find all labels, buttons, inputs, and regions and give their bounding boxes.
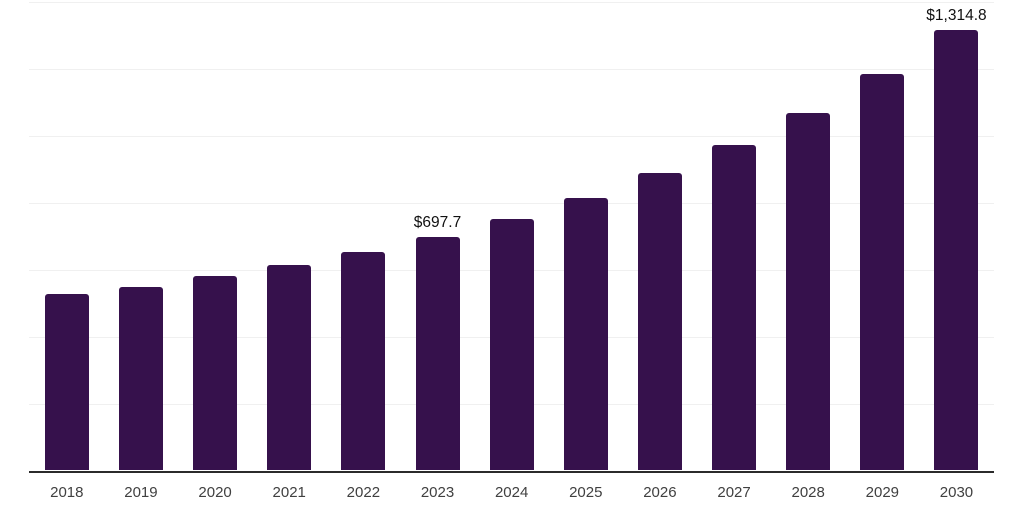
data-label: $697.7 (413, 213, 462, 231)
bar (860, 74, 905, 471)
x-axis-label: 2021 (272, 484, 306, 501)
gridline (29, 202, 994, 204)
x-axis-label: 2024 (494, 484, 529, 501)
bar (563, 198, 608, 471)
x-axis-label: 2029 (865, 484, 900, 501)
bar (934, 30, 979, 471)
x-axis-label: 2022 (346, 484, 381, 501)
x-axis-line (29, 470, 994, 473)
bar (712, 145, 757, 471)
data-label: $1,314.8 (926, 7, 987, 25)
x-axis-label: 2025 (569, 484, 603, 501)
gridline (29, 68, 994, 70)
bar (118, 286, 163, 471)
x-axis-label: 2026 (643, 484, 677, 501)
bar (489, 218, 534, 471)
x-axis-label: 2027 (717, 484, 751, 501)
gridline (29, 135, 994, 137)
x-axis-label: 2020 (198, 484, 232, 501)
gridline (29, 1, 994, 3)
x-axis-label: 2028 (791, 484, 825, 501)
bar (267, 265, 312, 471)
bar (786, 112, 831, 471)
x-axis-label: 2023 (420, 484, 455, 501)
bar (341, 251, 386, 471)
bar (637, 173, 682, 471)
bar (44, 293, 89, 471)
bar (193, 275, 238, 471)
x-axis-label: 2018 (50, 484, 84, 501)
x-axis-label: 2030 (939, 484, 974, 501)
bar (415, 236, 460, 471)
x-axis-label: 2019 (124, 484, 158, 501)
